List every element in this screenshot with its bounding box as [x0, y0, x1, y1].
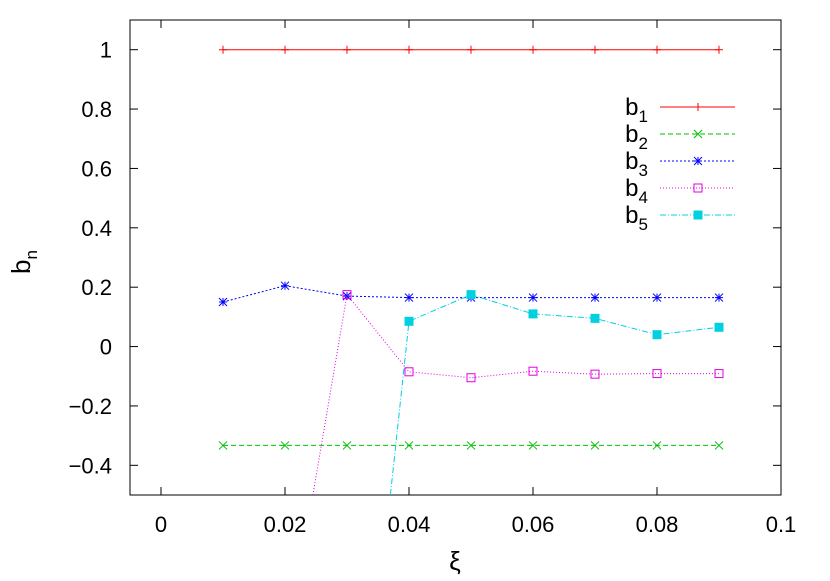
- data-point: [714, 293, 724, 302]
- series-layer: [218, 45, 724, 495]
- data-point: [715, 45, 723, 54]
- series-line: [222, 285, 719, 303]
- data-point: [342, 290, 352, 300]
- data-point: [590, 441, 600, 450]
- data-point: [280, 441, 290, 450]
- legend-item-b1: b1: [625, 94, 735, 126]
- data-point: [528, 441, 538, 450]
- data-point: [404, 316, 414, 326]
- data-point: [693, 129, 703, 139]
- x-tick-label: 0.04: [388, 512, 431, 537]
- data-point: [693, 156, 703, 166]
- data-point: [714, 441, 724, 450]
- data-point: [219, 45, 227, 54]
- x-tick-label: 0.1: [766, 512, 797, 537]
- data-point: [218, 297, 228, 307]
- y-tick-label: 1: [100, 38, 112, 63]
- data-point: [218, 441, 228, 450]
- data-point: [404, 441, 414, 450]
- legend-item-b4: b4: [625, 175, 735, 207]
- data-point: [281, 45, 289, 54]
- x-tick-label: 0.02: [264, 512, 307, 537]
- data-point: [693, 210, 703, 220]
- tick-labels: 0 0.02 0.04 0.06 0.08 0.1 −0.4 −0.2 0 0.2 0.4 0.6 0.…: [69, 38, 797, 537]
- data-point: [693, 183, 703, 193]
- data-point: [652, 441, 662, 450]
- legend-item-b2: b2: [625, 121, 735, 153]
- legend-label: b3: [625, 148, 648, 180]
- data-point: [280, 281, 290, 291]
- data-point: [404, 367, 414, 377]
- series-line: [389, 294, 720, 495]
- series-b4: [312, 290, 724, 495]
- series-b5: [389, 290, 724, 495]
- x-tick-label: 0: [155, 512, 167, 537]
- data-point: [467, 45, 475, 54]
- legend-label: b2: [625, 121, 648, 153]
- legend-label: b4: [625, 175, 648, 207]
- data-point: [590, 293, 600, 302]
- data-point: [694, 103, 702, 111]
- y-axis-label-sub: n: [22, 250, 41, 259]
- y-axis-label: bn: [6, 250, 41, 274]
- series-b2: [218, 441, 724, 450]
- data-point: [342, 441, 352, 450]
- y-tick-label: 0.6: [81, 156, 112, 181]
- data-point: [714, 369, 724, 379]
- y-tick-label: 0.8: [81, 97, 112, 122]
- series-line: [312, 293, 719, 495]
- data-point: [529, 45, 537, 54]
- x-tick-label: 0.08: [636, 512, 679, 537]
- legend-label: b5: [625, 202, 648, 234]
- plot-frame: [129, 19, 782, 496]
- data-point: [591, 45, 599, 54]
- data-point: [652, 293, 662, 302]
- data-point: [590, 313, 600, 323]
- data-point: [466, 290, 476, 300]
- y-axis-label-main: b: [6, 260, 36, 274]
- data-point: [652, 330, 662, 340]
- data-point: [652, 369, 662, 379]
- data-point: [404, 293, 414, 302]
- data-point: [466, 373, 476, 383]
- data-point: [528, 366, 538, 376]
- y-tick-label: −0.2: [69, 394, 112, 419]
- data-point: [405, 45, 413, 54]
- y-tick-label: 0.4: [81, 216, 112, 241]
- data-point: [653, 45, 661, 54]
- data-point: [714, 322, 724, 332]
- x-axis-label: ξ: [449, 546, 461, 576]
- legend-item-b5: b5: [625, 202, 735, 234]
- data-point: [528, 309, 538, 319]
- series-b1: [219, 45, 723, 54]
- axis-ticks: [130, 20, 782, 495]
- data-point: [590, 369, 600, 379]
- data-point: [528, 293, 538, 302]
- data-point: [343, 45, 351, 54]
- x-tick-label: 0.06: [512, 512, 555, 537]
- data-point: [466, 441, 476, 450]
- legend-item-b3: b3: [625, 148, 735, 180]
- legend-label: b1: [625, 94, 648, 126]
- y-tick-label: 0: [100, 335, 112, 360]
- y-tick-label: 0.2: [81, 275, 112, 300]
- y-tick-label: −0.4: [69, 453, 112, 478]
